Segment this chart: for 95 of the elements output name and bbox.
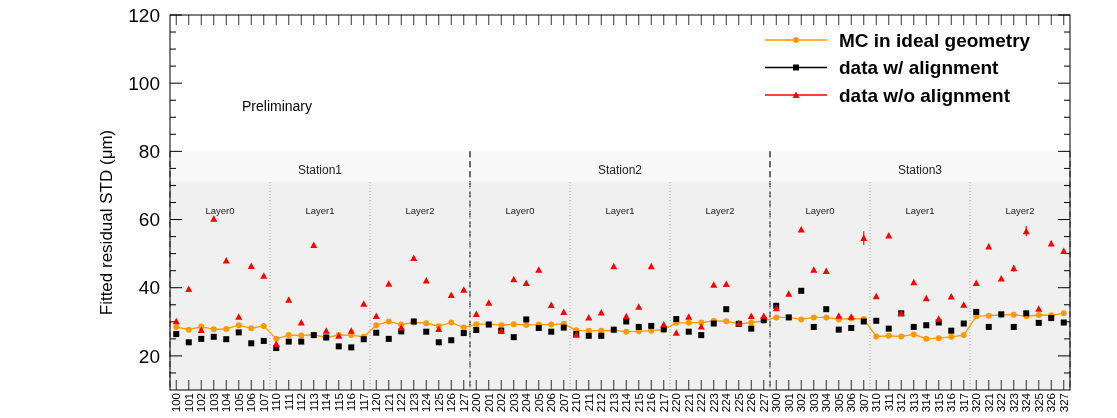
- x-tick-label: 103: [207, 393, 220, 413]
- x-tick-label: 307: [857, 393, 870, 413]
- x-tick-label: 116: [345, 393, 358, 412]
- x-tick-label: 110: [270, 393, 283, 412]
- x-tick-label: 111: [282, 393, 295, 411]
- x-tick-label: 305: [832, 393, 845, 413]
- x-tick-label: 323: [1007, 393, 1020, 413]
- x-tick-label: 312: [895, 393, 908, 413]
- y-tick-label: 40: [138, 277, 160, 299]
- band-label: Station3: [897, 162, 943, 177]
- x-tick-label: 105: [232, 393, 245, 413]
- x-tick-label: 122: [395, 393, 408, 413]
- x-tick-label: 317: [957, 393, 970, 413]
- x-tick-label: 326: [1045, 393, 1058, 413]
- x-tick-label: 320: [970, 393, 983, 413]
- x-tick-label: 202: [495, 393, 508, 413]
- band-label: Layer0: [805, 205, 835, 217]
- annotation: Preliminary: [242, 98, 313, 114]
- x-tick-label: 205: [532, 393, 545, 413]
- x-tick-label: 227: [757, 393, 770, 413]
- x-tick-label: 200: [470, 393, 483, 413]
- x-tick-label: 106: [245, 393, 258, 413]
- y-axis-title: Fitted residual STD (μm): [97, 129, 116, 316]
- x-tick-label: 107: [257, 393, 270, 413]
- x-tick-label: 313: [907, 393, 920, 413]
- x-tick-label: 301: [782, 393, 795, 413]
- x-tick-label: 214: [620, 392, 633, 413]
- band-label: Layer0: [205, 205, 235, 217]
- x-tick-label: 206: [545, 393, 558, 413]
- y-tick-label: 60: [138, 209, 160, 231]
- x-tick-label: 306: [845, 393, 858, 413]
- band-label: Layer0: [505, 205, 535, 217]
- x-tick-label: 221: [682, 393, 695, 413]
- x-tick-label: 310: [870, 393, 883, 413]
- x-tick-label: 325: [1032, 393, 1045, 413]
- x-tick-label: 126: [445, 393, 458, 413]
- x-tick-label: 322: [995, 393, 1008, 413]
- x-tick-label: 100: [170, 393, 183, 413]
- x-tick-label: 121: [382, 393, 395, 413]
- x-tick-label: 304: [820, 392, 833, 413]
- x-tick-label: 223: [707, 393, 720, 413]
- x-tick-label: 201: [482, 393, 495, 413]
- x-tick-label: 327: [1057, 393, 1070, 413]
- x-tick-label: 316: [945, 393, 958, 413]
- x-tick-label: 207: [557, 393, 570, 413]
- x-tick-label: 104: [220, 392, 233, 413]
- x-tick-label: 226: [745, 393, 758, 413]
- y-tick-label: 80: [138, 141, 160, 163]
- x-tick-label: 213: [607, 393, 620, 413]
- x-tick-label: 321: [982, 393, 995, 413]
- x-tick-label: 125: [432, 393, 445, 413]
- band-label: Layer2: [405, 205, 435, 217]
- x-tick-label: 217: [657, 393, 670, 413]
- legend-label: MC in ideal geometry: [839, 29, 1031, 51]
- x-tick-label: 117: [357, 393, 370, 412]
- x-tick-label: 302: [795, 393, 808, 413]
- y-tick-label: 100: [128, 72, 160, 94]
- x-tick-label: 224: [720, 392, 733, 413]
- x-tick-label: 203: [507, 393, 520, 413]
- x-tick-label: 101: [182, 393, 195, 413]
- x-tick-label: 115: [332, 393, 345, 412]
- x-tick-label: 222: [695, 393, 708, 413]
- x-tick-label: 215: [632, 393, 645, 413]
- band-label: Station1: [297, 162, 343, 177]
- x-tick-label: 127: [457, 393, 470, 413]
- x-tick-label: 210: [570, 393, 583, 413]
- x-tick-label: 124: [420, 392, 433, 413]
- legend-label: data w/o alignment: [839, 84, 1011, 106]
- x-tick-label: 225: [732, 393, 745, 413]
- x-tick-label: 311: [882, 393, 895, 412]
- x-tick-label: 212: [595, 393, 608, 413]
- x-tick-label: 315: [932, 393, 945, 413]
- x-tick-label: 114: [320, 392, 333, 412]
- legend-label: data w/ alignment: [839, 57, 1000, 79]
- x-tick-label: 123: [407, 393, 420, 413]
- band-label: Layer1: [305, 205, 335, 217]
- x-tick-label: 324: [1020, 392, 1033, 413]
- x-tick-label: 300: [770, 393, 783, 413]
- x-tick-label: 120: [370, 393, 383, 413]
- y-tick-label: 120: [128, 4, 160, 26]
- x-tick-label: 112: [295, 393, 308, 412]
- x-tick-label: 303: [807, 393, 820, 413]
- x-tick-label: 216: [645, 393, 658, 413]
- band-label: Layer1: [905, 205, 935, 217]
- x-tick-label: 314: [920, 392, 933, 413]
- x-tick-label: 211: [582, 393, 595, 412]
- band-label: Layer2: [705, 205, 735, 217]
- y-tick-label: 20: [138, 345, 160, 367]
- x-tick-label: 113: [307, 393, 320, 412]
- x-tick-label: 204: [520, 392, 533, 413]
- band-label: Layer1: [605, 205, 635, 217]
- x-tick-label: 220: [670, 393, 683, 413]
- x-tick-label: 102: [195, 393, 208, 413]
- band-label: Station2: [597, 162, 643, 177]
- band-label: Layer2: [1005, 205, 1035, 217]
